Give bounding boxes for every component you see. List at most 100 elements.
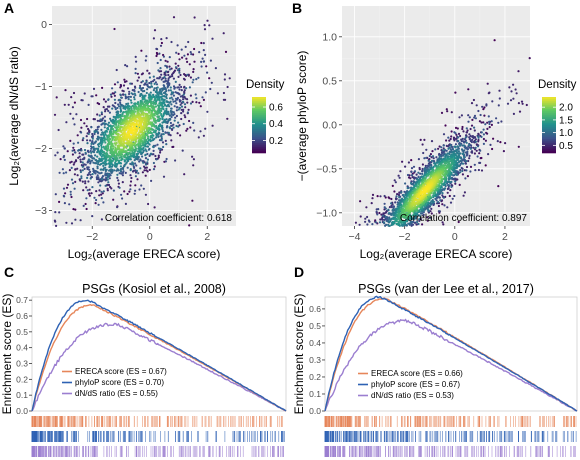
scatter-point bbox=[398, 176, 401, 179]
scatter-point bbox=[423, 138, 426, 141]
scatter-point bbox=[160, 78, 163, 81]
y-tick-label: −3 bbox=[35, 205, 47, 217]
scatter-point bbox=[390, 197, 393, 201]
scatter-point bbox=[482, 128, 485, 131]
colorbar-segment bbox=[542, 137, 556, 140]
scatter-point bbox=[138, 121, 141, 124]
scatter-point bbox=[441, 192, 444, 195]
scatter-point bbox=[144, 59, 147, 62]
scatter-point bbox=[72, 208, 75, 211]
scatter-point bbox=[95, 162, 98, 165]
scatter-point bbox=[448, 194, 451, 198]
scatter-point bbox=[478, 152, 481, 155]
scatter-point bbox=[84, 202, 87, 206]
scatter-point bbox=[78, 152, 81, 155]
scatter-point bbox=[370, 202, 373, 205]
colorbar-segment bbox=[542, 139, 556, 142]
scatter-point bbox=[74, 218, 77, 221]
scatter-point bbox=[182, 108, 185, 111]
scatter-point bbox=[90, 192, 93, 195]
scatter-point bbox=[499, 141, 502, 144]
scatter-point bbox=[156, 96, 159, 99]
scatter-point bbox=[158, 52, 161, 55]
scatter-point bbox=[134, 162, 137, 165]
scatter-point bbox=[185, 57, 188, 60]
scatter-point bbox=[125, 102, 128, 106]
scatter-point bbox=[162, 133, 165, 136]
scatter-point bbox=[159, 103, 163, 106]
scatter-point bbox=[142, 146, 145, 149]
scatter-point bbox=[80, 175, 83, 178]
scatter-point bbox=[226, 85, 229, 89]
scatter-point bbox=[138, 160, 141, 163]
scatter-point bbox=[126, 141, 129, 144]
scatter-point bbox=[115, 123, 118, 126]
scatter-point bbox=[105, 108, 108, 111]
scatter-point bbox=[146, 88, 149, 91]
scatter-point bbox=[157, 107, 160, 110]
scatter-point bbox=[157, 125, 160, 128]
scatter-point bbox=[103, 115, 106, 118]
scatter-point bbox=[65, 221, 68, 224]
scatter-point bbox=[122, 128, 125, 131]
scatter-point bbox=[425, 148, 428, 151]
scatter-point bbox=[446, 206, 449, 209]
scatter-point bbox=[84, 151, 87, 154]
scatter-point bbox=[168, 114, 171, 117]
scatter-point bbox=[160, 109, 163, 112]
scatter-point bbox=[101, 86, 104, 89]
scatter-point bbox=[451, 197, 454, 200]
scatter-point bbox=[178, 98, 181, 102]
scatter-point bbox=[78, 148, 81, 151]
scatter-point bbox=[469, 139, 472, 143]
scatter-point bbox=[115, 154, 118, 157]
scatter-point bbox=[143, 89, 146, 93]
colorbar-segment bbox=[252, 119, 266, 122]
scatter-point bbox=[172, 100, 175, 103]
scatter-point bbox=[134, 72, 137, 75]
scatter-point bbox=[95, 130, 98, 133]
scatter-point bbox=[148, 81, 151, 85]
scatter-point bbox=[437, 147, 440, 150]
colorbar-segment bbox=[252, 133, 266, 136]
scatter-point bbox=[376, 195, 379, 198]
scatter-point bbox=[193, 16, 196, 19]
scatter-point bbox=[142, 187, 145, 190]
scatter-point bbox=[161, 117, 164, 120]
scatter-point bbox=[97, 147, 100, 151]
scatter-point bbox=[184, 45, 187, 49]
scatter-point bbox=[65, 121, 68, 124]
scatter-point bbox=[93, 157, 96, 160]
scatter-point bbox=[197, 76, 200, 79]
scatter-point bbox=[486, 127, 489, 130]
scatter-point bbox=[80, 126, 83, 129]
scatter-point bbox=[434, 197, 437, 200]
scatter-point bbox=[468, 157, 471, 160]
scatter-point bbox=[63, 103, 66, 106]
scatter-point bbox=[91, 95, 94, 98]
colorbar-segment bbox=[542, 149, 556, 152]
scatter-point bbox=[79, 219, 82, 222]
scatter-point bbox=[150, 124, 154, 128]
scatter-point bbox=[86, 139, 89, 142]
scatter-point bbox=[167, 73, 170, 77]
colorbar-tick-label: 1.0 bbox=[559, 128, 573, 139]
scatter-point bbox=[88, 188, 91, 191]
scatter-point bbox=[164, 74, 167, 77]
scatter-point bbox=[148, 86, 152, 89]
colorbar-segment bbox=[252, 151, 266, 154]
scatter-point bbox=[184, 116, 187, 119]
scatter-point bbox=[467, 159, 470, 163]
scatter-point bbox=[188, 224, 191, 227]
scatter-point bbox=[123, 124, 126, 127]
scatter-point bbox=[395, 195, 398, 198]
scatter-point bbox=[124, 202, 127, 205]
scatter-point bbox=[151, 139, 154, 142]
scatter-point bbox=[204, 127, 207, 130]
scatter-point bbox=[430, 159, 434, 162]
scatter-point bbox=[394, 181, 397, 184]
scatter-point bbox=[180, 85, 183, 89]
scatter-point bbox=[120, 155, 123, 158]
colorbar-tick-label: 0.4 bbox=[269, 119, 283, 130]
scatter-point bbox=[391, 208, 394, 211]
